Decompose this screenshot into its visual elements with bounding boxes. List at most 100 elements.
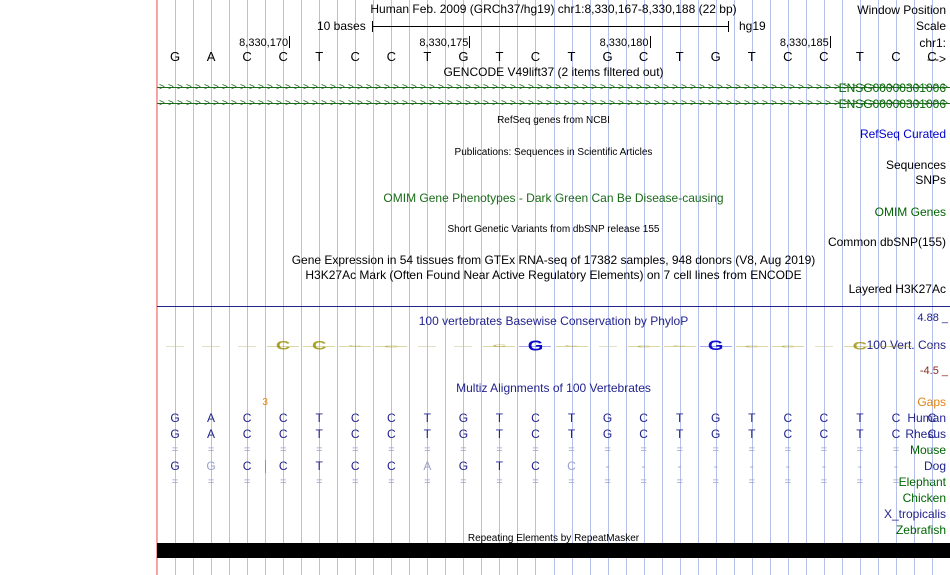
h3k27ac-center-title: H3K27Ac Mark (Often Found Near Active Re… [305,268,802,282]
strand-arrow-icon: > [834,82,840,93]
gencode-row-label-2[interactable]: ENSG00000301006 [838,97,946,111]
multiz-base-cell: = [892,476,900,488]
strand-arrow-icon: > [933,98,939,109]
strand-arrow-icon: > [447,82,453,93]
strand-arrow-icon: > [699,82,705,93]
species-label-dog[interactable]: Dog [923,459,946,473]
snps-label[interactable]: SNPs [915,173,946,187]
multiz-base-cell: = [424,476,431,488]
strand-arrow-icon: > [726,98,732,109]
repeatmasker-feature-bar[interactable] [157,543,950,558]
gencode-feature-row-2[interactable]: > > > > > > > > > > > > > > > > > > > > > > > > > > > > > > > > > > > > > > > >… [157,98,950,109]
strand-arrow-icon: > [618,82,624,93]
strand-arrow-icon: > [906,98,912,109]
strand-arrow-icon: > [276,82,282,93]
multiz-base-cell: = [315,476,323,488]
strand-arrow-icon: > [240,98,246,109]
base-letter: T [423,49,432,64]
base-letter: T [567,49,576,64]
conservation-label[interactable]: 100 Vert. Cons [866,338,946,352]
multiz-base-cell: C [386,459,396,473]
multiz-base-cell: - [713,459,718,473]
strand-arrow-icon: > [735,98,741,109]
multiz-base-cell: = [784,476,791,488]
conservation-baseline-tick [418,346,437,347]
multiz-base-cell: = [424,444,431,456]
strand-arrow-icon: > [627,98,633,109]
strand-arrow-icon: > [843,82,849,93]
strand-arrow-icon: > [915,98,921,109]
multiz-base-cell: C [531,459,540,473]
strand-arrow-icon: > [483,98,489,109]
conservation-baseline-tick [238,346,257,347]
h3k27ac-label[interactable]: Layered H3K27Ac [848,282,946,296]
gaps-label[interactable]: Gaps [917,395,946,409]
gencode-row-label-1[interactable]: ENSG00000301006 [838,81,946,95]
strand-arrow-icon: > [285,82,291,93]
base-letter: A [206,49,216,64]
conservation-baseline-tick [598,346,617,347]
multiz-base-cell: = [820,444,828,456]
strand-arrow-icon: > [654,98,660,109]
gap-count-marker: 3 [262,397,268,408]
strand-arrow-icon: > [933,82,939,93]
multiz-base-cell: T [748,427,756,441]
strand-arrow-icon: > [582,98,588,109]
sequences-label[interactable]: Sequences [885,158,946,172]
dbsnp-label[interactable]: Common dbSNP(155) [827,235,946,249]
strand-arrow-icon: > [483,82,489,93]
conservation-logo-letter: C [492,343,507,349]
chrom-label: chr1: [919,36,946,50]
strand-arrow-icon: > [744,98,750,109]
species-label-x_tropicalis[interactable]: X_tropicalis [883,507,946,521]
strand-arrow-icon: > [267,98,273,109]
multiz-base-cell: C [278,459,288,473]
strand-arrow-icon: > [168,82,174,93]
base-letter: C [386,49,396,64]
multiz-base-cell: = [856,476,864,488]
strand-arrow-icon: > [690,98,696,109]
strand-arrow-icon: > [249,98,255,109]
strand-arrow-icon: > [942,98,948,109]
omim-label[interactable]: OMIM Genes [874,205,946,219]
multiz-base-cell: T [423,411,431,425]
multiz-base-cell: C [819,427,829,441]
strand-arrow-icon: > [465,98,471,109]
strand-arrow-icon: > [186,82,192,93]
strand-arrow-icon: > [510,98,516,109]
base-letter: C [278,49,288,64]
base-letter: G [169,49,181,64]
conservation-spread-line [519,346,552,347]
multiz-base-cell: C [242,411,252,425]
strand-arrow-icon: > [393,82,399,93]
refseq-label[interactable]: RefSeq Curated [859,127,946,141]
strand-arrow-icon: > [339,82,345,93]
multiz-base-cell: = [676,476,683,488]
species-label-rhesus[interactable]: Rhesus [905,427,946,441]
multiz-base-cell: = [315,444,323,456]
conservation-logo-letter: C [311,339,327,353]
species-label-human[interactable]: Human [907,411,946,425]
strand-arrow-icon: > [627,82,633,93]
species-label-zebrafish[interactable]: Zebrafish [895,523,946,537]
gene-strand-line [157,103,950,104]
strand-arrow-icon: > [897,98,903,109]
multiz-base-cell: C [783,411,793,425]
multiz-base-cell: C [350,459,360,473]
strand-arrow-icon: > [411,82,417,93]
strand-arrow-icon: > [537,98,543,109]
species-label-elephant[interactable]: Elephant [898,475,946,489]
conservation-min-value: -4.5 _ [919,365,948,377]
strand-arrow-icon: > [825,82,831,93]
strand-arrow-icon: > [852,98,858,109]
strand-arrow-icon: > [591,98,597,109]
gencode-feature-row-1[interactable]: > > > > > > > > > > > > > > > > > > > > > > > > > > > > > > > > > > > > > > > >… [157,82,950,93]
species-label-mouse[interactable]: Mouse [909,443,946,457]
strand-arrow-icon: > [159,82,165,93]
base-letter: G [710,49,721,64]
species-label-chicken[interactable]: Chicken [902,491,946,505]
refseq-center-title: RefSeq genes from NCBI [497,115,610,126]
